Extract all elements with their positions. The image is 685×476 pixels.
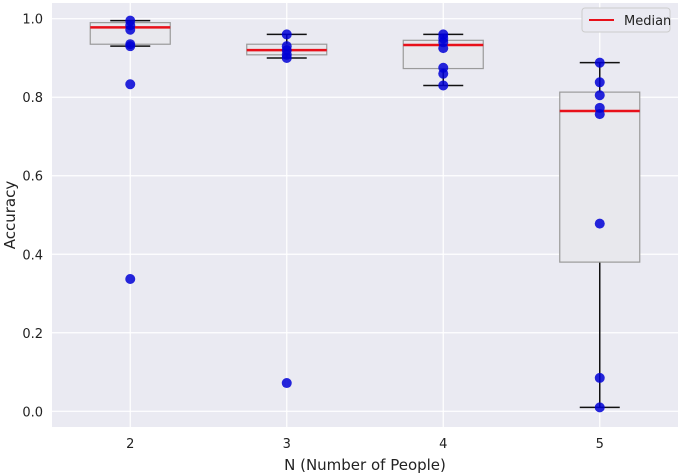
data-points <box>125 15 605 413</box>
x-tick-label: 4 <box>439 437 447 452</box>
data-point <box>438 80 449 91</box>
data-point <box>281 378 292 389</box>
data-point <box>594 372 605 383</box>
y-axis-label: Accuracy <box>1 181 19 250</box>
data-point <box>281 52 292 63</box>
data-point <box>281 29 292 40</box>
data-point <box>594 218 605 229</box>
y-tick-label: 0.4 <box>22 248 43 263</box>
y-tick-label: 0.2 <box>22 327 43 342</box>
legend-median-label: Median <box>624 14 671 29</box>
axes: 0.0 0.2 0.4 0.6 0.8 1.0 2 3 4 5 <box>22 13 604 452</box>
legend: Median <box>581 7 671 33</box>
x-tick-label: 3 <box>283 437 291 452</box>
data-point <box>594 90 605 101</box>
x-axis-label: N (Number of People) <box>284 456 446 474</box>
data-point <box>125 273 136 284</box>
y-tick-label: 0.0 <box>22 405 43 420</box>
data-point <box>438 43 449 54</box>
data-point <box>438 68 449 79</box>
y-tick-label: 0.6 <box>22 170 43 185</box>
data-point <box>594 77 605 88</box>
data-point <box>125 41 136 52</box>
legend-box <box>581 7 671 33</box>
x-tick-label: 2 <box>126 437 134 452</box>
data-point <box>594 402 605 413</box>
y-tick-label: 0.8 <box>22 91 43 106</box>
data-point <box>125 24 136 35</box>
data-point <box>594 109 605 120</box>
y-tick-label: 1.0 <box>22 13 43 28</box>
data-point <box>125 79 136 90</box>
x-tick-label: 5 <box>596 437 604 452</box>
data-point <box>594 57 605 68</box>
